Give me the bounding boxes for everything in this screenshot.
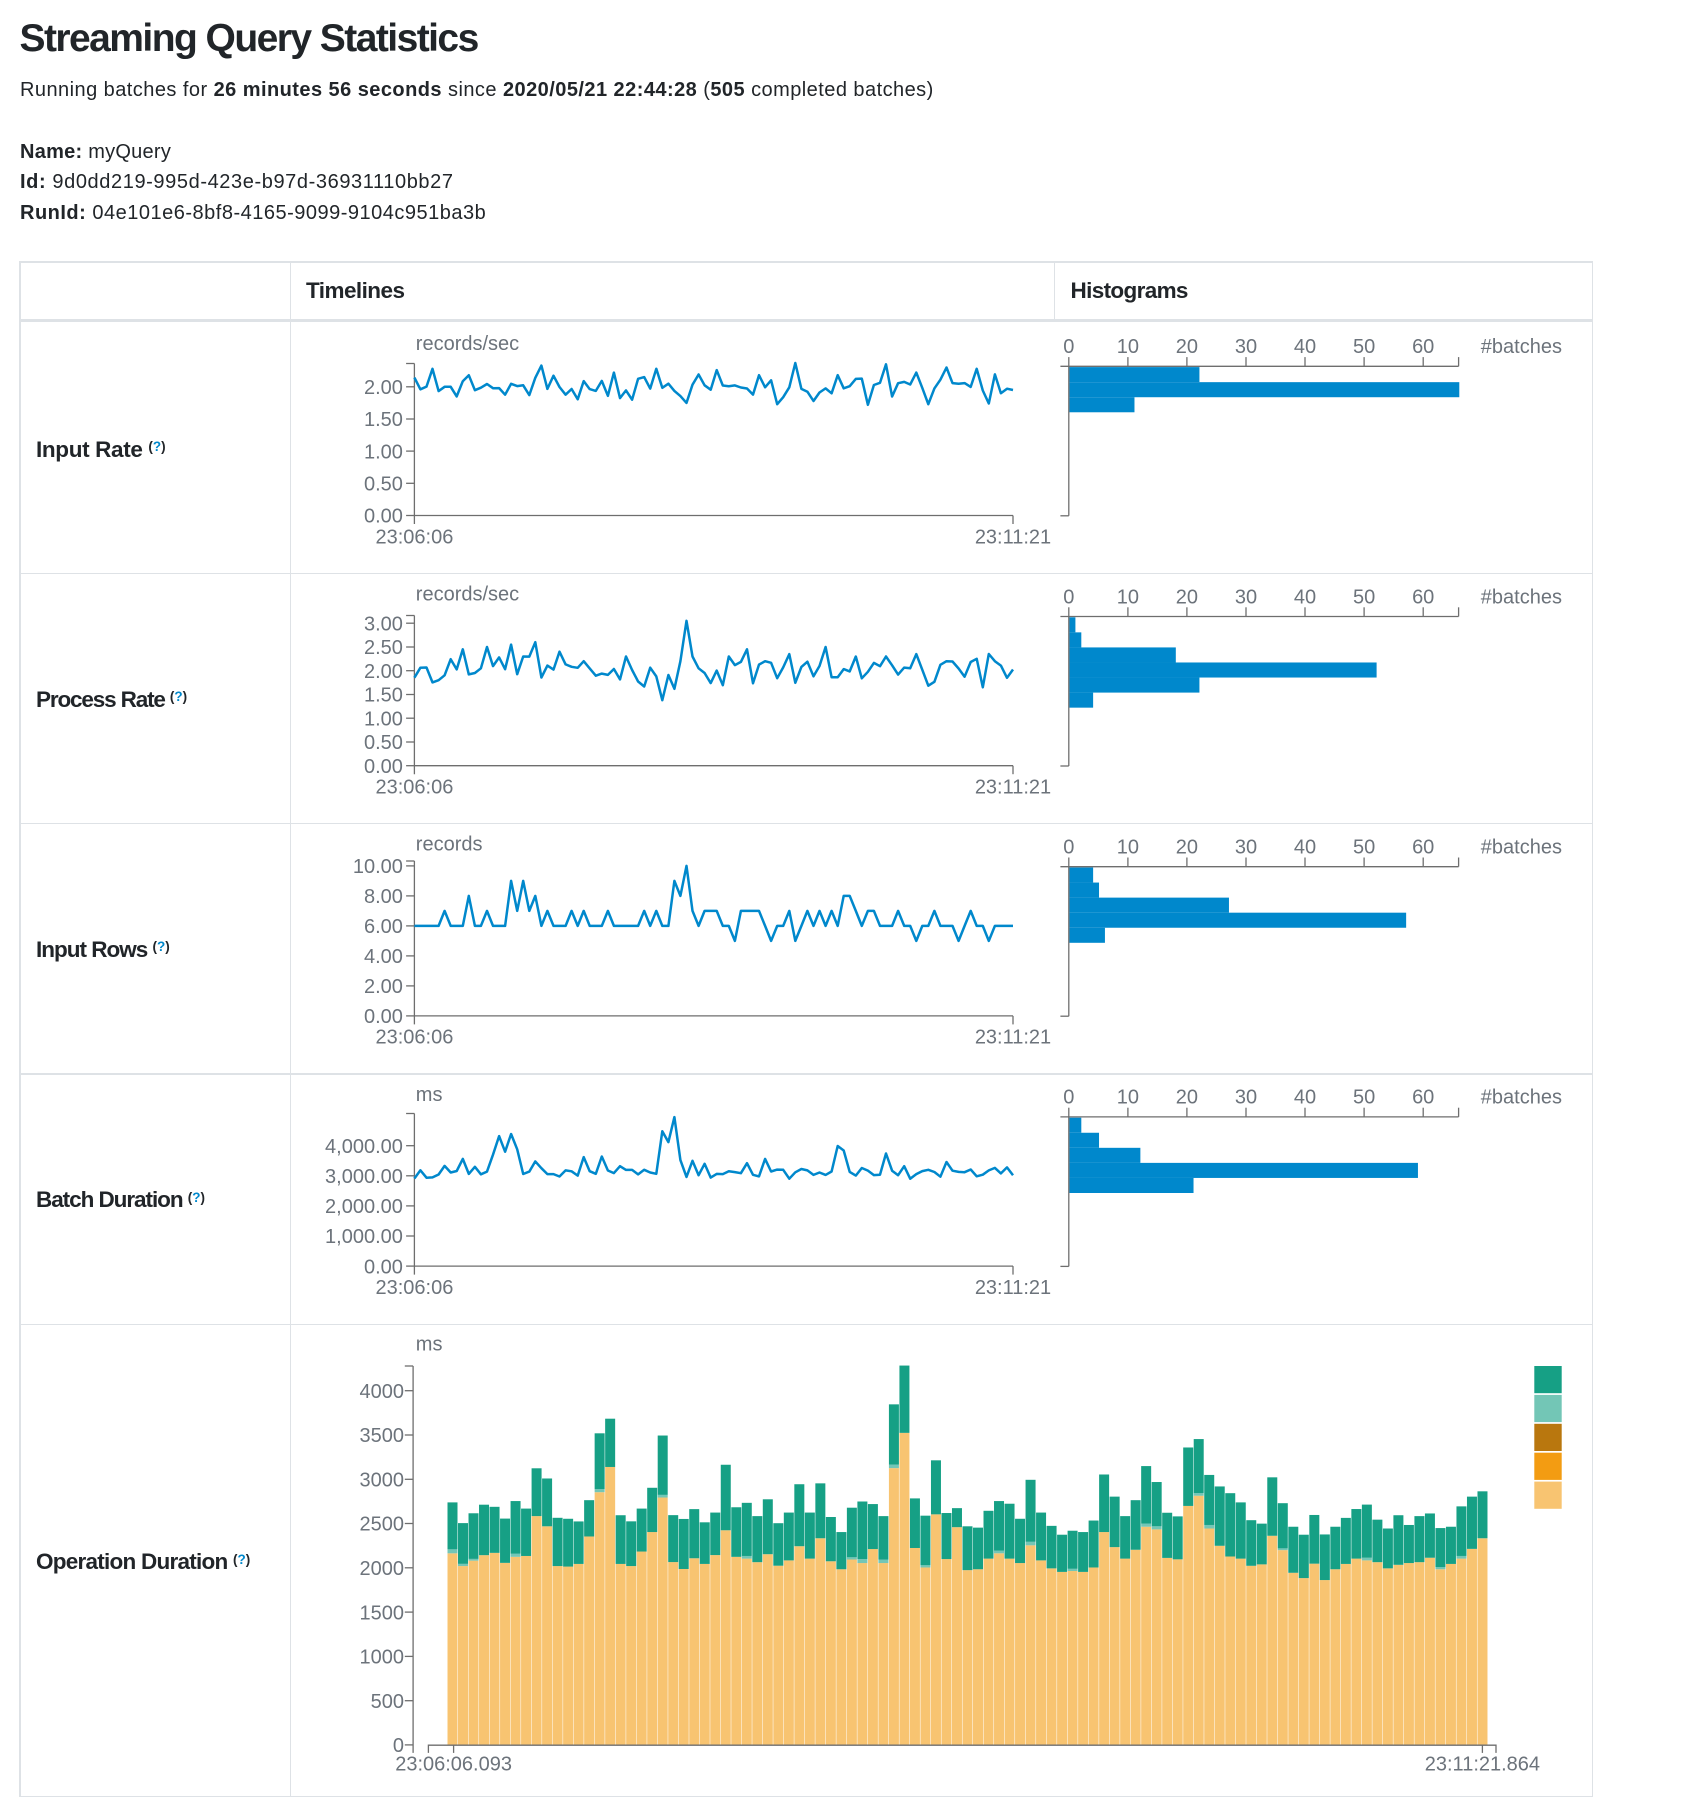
svg-text:8.00: 8.00 bbox=[364, 886, 403, 908]
svg-text:2.50: 2.50 bbox=[364, 637, 403, 659]
svg-text:40: 40 bbox=[1294, 586, 1316, 608]
svg-text:40: 40 bbox=[1294, 336, 1316, 358]
svg-text:40: 40 bbox=[1294, 1087, 1316, 1109]
svg-text:2,000.00: 2,000.00 bbox=[325, 1196, 403, 1218]
svg-text:3,000.00: 3,000.00 bbox=[325, 1166, 403, 1188]
svg-text:2.00: 2.00 bbox=[364, 661, 403, 683]
svg-text:1500: 1500 bbox=[360, 1602, 405, 1624]
svg-text:1.00: 1.00 bbox=[364, 708, 403, 730]
svg-text:4.00: 4.00 bbox=[364, 946, 403, 968]
svg-text:3.00: 3.00 bbox=[364, 613, 403, 635]
svg-text:23:06:06.093: 23:06:06.093 bbox=[395, 1754, 512, 1776]
svg-text:0.00: 0.00 bbox=[364, 506, 403, 528]
svg-text:30: 30 bbox=[1235, 837, 1257, 859]
svg-text:3000: 3000 bbox=[360, 1470, 405, 1492]
svg-text:0.00: 0.00 bbox=[364, 756, 403, 778]
svg-text:#batches: #batches bbox=[1481, 1087, 1562, 1109]
svg-text:1.50: 1.50 bbox=[364, 685, 403, 707]
svg-text:23:06:06: 23:06:06 bbox=[375, 526, 453, 548]
svg-text:23:11:21: 23:11:21 bbox=[975, 526, 1051, 548]
svg-text:23:11:21: 23:11:21 bbox=[975, 777, 1051, 799]
svg-text:23:11:21: 23:11:21 bbox=[975, 1277, 1051, 1299]
svg-text:40: 40 bbox=[1294, 837, 1316, 859]
svg-text:10: 10 bbox=[1117, 586, 1139, 608]
svg-text:0: 0 bbox=[1063, 586, 1074, 608]
svg-text:1.00: 1.00 bbox=[364, 441, 403, 463]
svg-text:10: 10 bbox=[1117, 837, 1139, 859]
svg-text:0.00: 0.00 bbox=[364, 1256, 403, 1278]
svg-text:3500: 3500 bbox=[360, 1425, 405, 1447]
svg-text:0.00: 0.00 bbox=[364, 1006, 403, 1028]
svg-text:23:06:06: 23:06:06 bbox=[375, 777, 453, 799]
svg-text:500: 500 bbox=[371, 1691, 404, 1713]
svg-text:2500: 2500 bbox=[360, 1514, 405, 1536]
svg-text:0: 0 bbox=[1063, 336, 1074, 358]
svg-text:records/sec: records/sec bbox=[416, 333, 519, 355]
svg-text:0.50: 0.50 bbox=[364, 732, 403, 754]
svg-text:#batches: #batches bbox=[1481, 837, 1562, 859]
svg-text:10: 10 bbox=[1117, 1087, 1139, 1109]
svg-text:0: 0 bbox=[393, 1735, 404, 1757]
svg-text:10.00: 10.00 bbox=[353, 856, 403, 878]
svg-text:60: 60 bbox=[1412, 336, 1434, 358]
svg-text:50: 50 bbox=[1353, 837, 1375, 859]
svg-text:20: 20 bbox=[1176, 837, 1198, 859]
svg-text:30: 30 bbox=[1235, 1087, 1257, 1109]
svg-text:23:06:06: 23:06:06 bbox=[375, 1027, 453, 1049]
svg-text:4,000.00: 4,000.00 bbox=[325, 1136, 403, 1158]
svg-text:23:11:21.864: 23:11:21.864 bbox=[1425, 1754, 1540, 1776]
svg-text:50: 50 bbox=[1353, 586, 1375, 608]
svg-text:50: 50 bbox=[1353, 1087, 1375, 1109]
svg-text:ms: ms bbox=[416, 1084, 443, 1106]
svg-text:records: records bbox=[416, 834, 483, 856]
svg-text:6.00: 6.00 bbox=[364, 916, 403, 938]
svg-text:60: 60 bbox=[1412, 586, 1434, 608]
svg-text:#batches: #batches bbox=[1481, 336, 1562, 358]
svg-text:#batches: #batches bbox=[1481, 586, 1562, 608]
svg-text:23:06:06: 23:06:06 bbox=[375, 1277, 453, 1299]
svg-text:60: 60 bbox=[1412, 1087, 1434, 1109]
svg-text:23:11:21: 23:11:21 bbox=[975, 1027, 1051, 1049]
svg-text:1.50: 1.50 bbox=[364, 409, 403, 431]
svg-text:50: 50 bbox=[1353, 336, 1375, 358]
svg-text:1,000.00: 1,000.00 bbox=[325, 1226, 403, 1248]
svg-text:1000: 1000 bbox=[360, 1647, 405, 1669]
svg-text:20: 20 bbox=[1176, 586, 1198, 608]
svg-text:20: 20 bbox=[1176, 336, 1198, 358]
svg-text:0: 0 bbox=[1063, 837, 1074, 859]
svg-text:0.50: 0.50 bbox=[364, 474, 403, 496]
svg-text:ms: ms bbox=[416, 1333, 443, 1355]
svg-text:10: 10 bbox=[1117, 336, 1139, 358]
svg-text:records/sec: records/sec bbox=[416, 583, 519, 605]
svg-text:30: 30 bbox=[1235, 336, 1257, 358]
svg-text:2000: 2000 bbox=[360, 1558, 405, 1580]
svg-text:0: 0 bbox=[1063, 1087, 1074, 1109]
svg-text:2.00: 2.00 bbox=[364, 976, 403, 998]
svg-text:20: 20 bbox=[1176, 1087, 1198, 1109]
svg-text:4000: 4000 bbox=[360, 1381, 405, 1403]
svg-text:60: 60 bbox=[1412, 837, 1434, 859]
svg-text:30: 30 bbox=[1235, 586, 1257, 608]
svg-text:2.00: 2.00 bbox=[364, 377, 403, 399]
